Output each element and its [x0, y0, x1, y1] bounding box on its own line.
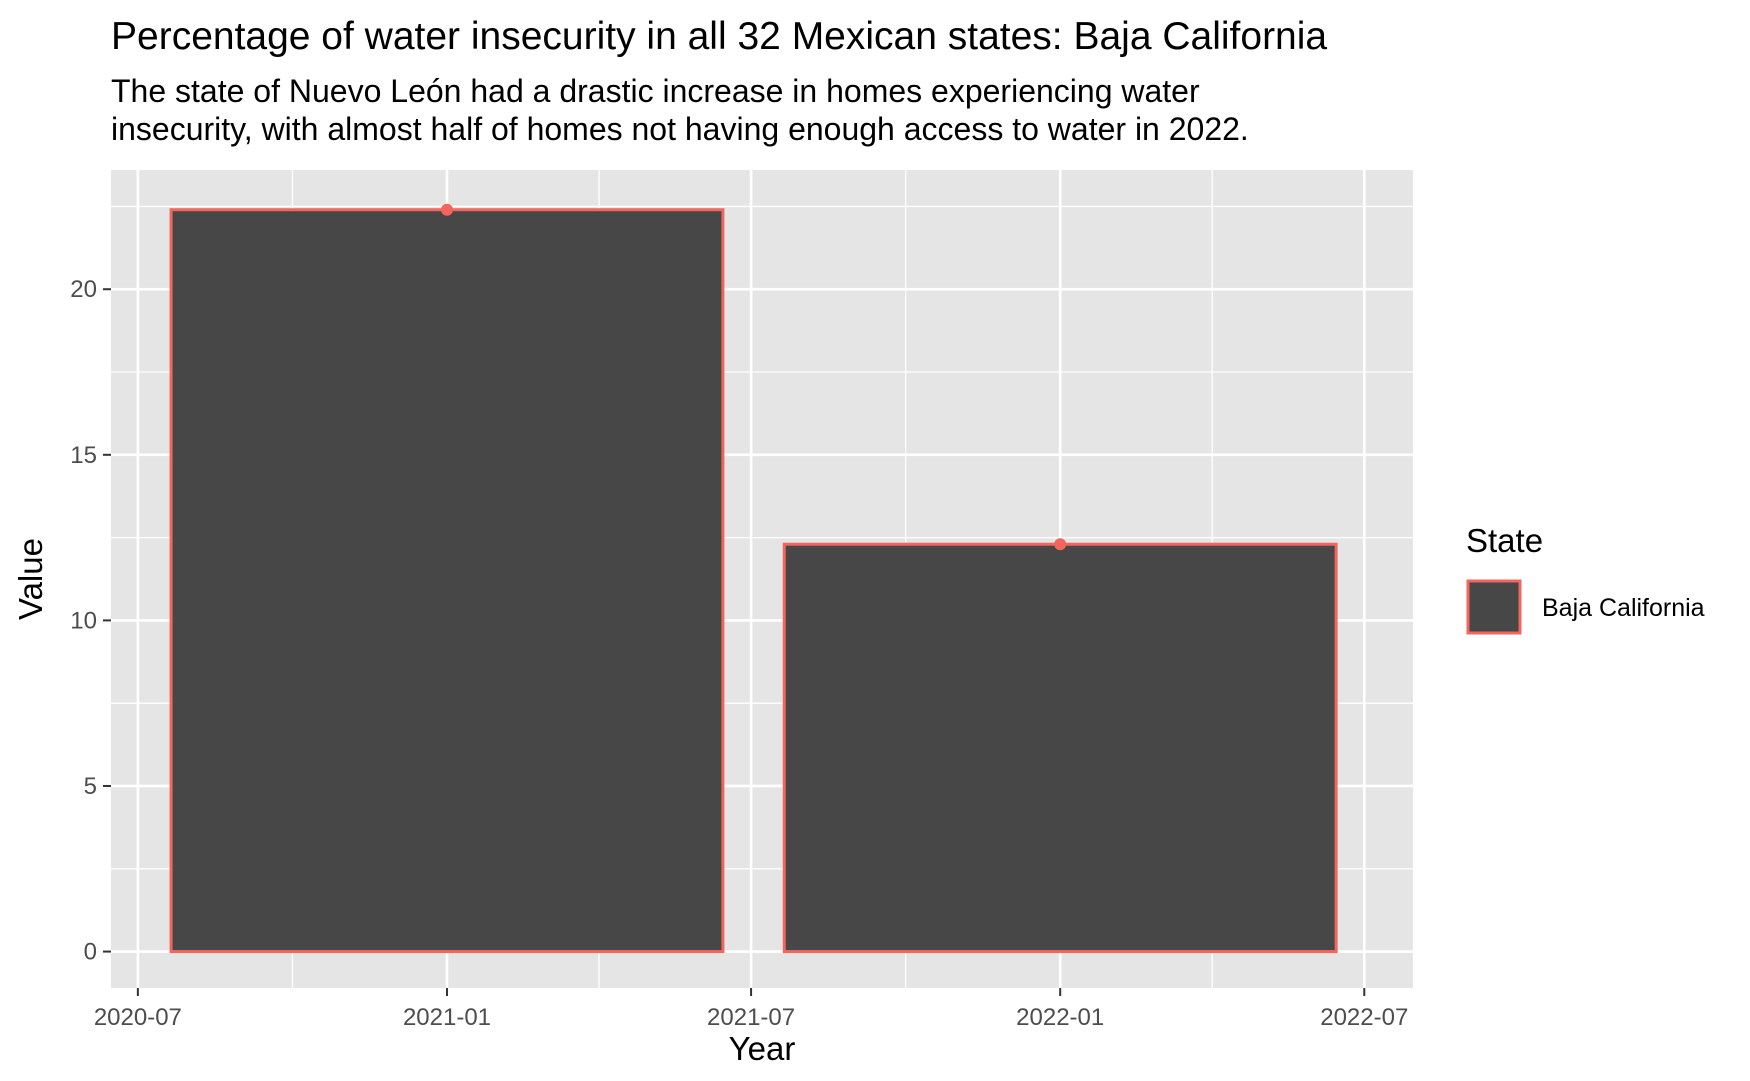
x-tick-label: 2021-07 [707, 1004, 795, 1031]
bar [169, 208, 725, 954]
data-point [1054, 538, 1067, 551]
bars [169, 208, 1338, 954]
points [441, 203, 1067, 551]
x-axis-title: Year [729, 1030, 796, 1067]
chart-subtitle: The state of Nuevo León had a drastic in… [111, 72, 1511, 148]
x-tick-label: 2022-01 [1016, 1004, 1104, 1031]
y-axis: 0 5 10 15 20 [70, 276, 111, 966]
legend: State Baja California [1466, 522, 1705, 635]
subtitle-line-2: insecurity, with almost half of homes no… [111, 111, 1249, 147]
legend-label: Baja California [1542, 594, 1705, 622]
x-tick-label: 2022-07 [1320, 1004, 1408, 1031]
chart-title: Percentage of water insecurity in all 32… [111, 15, 1328, 58]
data-point [441, 203, 453, 216]
x-axis: 2020-07 2021-01 2021-07 2022-01 2022-07 [94, 988, 1408, 1031]
y-tick-label: 5 [84, 773, 97, 800]
bar [782, 542, 1338, 954]
x-tick-label: 2020-07 [94, 1004, 182, 1031]
legend-title: State [1466, 522, 1543, 559]
y-tick-label: 15 [70, 442, 97, 469]
legend-key [1466, 579, 1522, 635]
y-axis-title: Value [12, 538, 49, 620]
y-tick-label: 20 [70, 276, 97, 303]
y-tick-label: 10 [70, 607, 97, 634]
x-tick-label: 2021-01 [403, 1004, 491, 1031]
subtitle-line-1: The state of Nuevo León had a drastic in… [111, 73, 1200, 109]
y-tick-label: 0 [84, 939, 97, 966]
